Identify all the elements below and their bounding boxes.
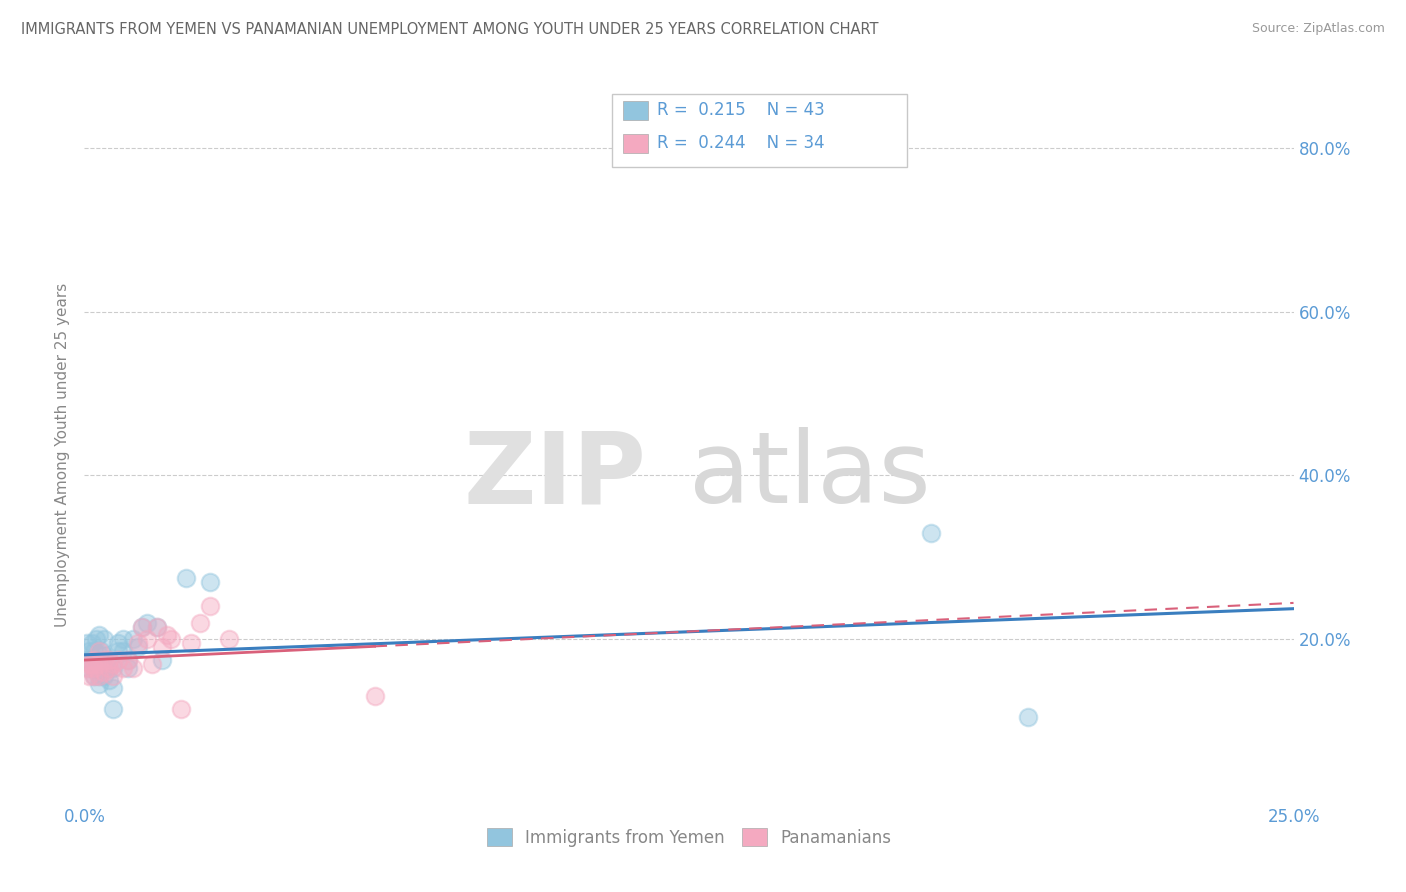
- Point: [155, 628, 177, 642]
- Point: [83, 652, 105, 666]
- Point: [83, 644, 105, 658]
- Text: ZIP: ZIP: [464, 427, 647, 524]
- Point: [93, 661, 115, 675]
- Point: [107, 636, 129, 650]
- Point: [93, 632, 115, 646]
- Point: [87, 677, 110, 691]
- Legend: Immigrants from Yemen, Panamanians: Immigrants from Yemen, Panamanians: [486, 829, 891, 847]
- Point: [80, 636, 103, 650]
- Point: [136, 615, 159, 630]
- Point: [198, 574, 221, 589]
- Point: [160, 632, 183, 646]
- Point: [83, 652, 105, 666]
- Point: [93, 669, 115, 683]
- Point: [83, 669, 105, 683]
- Point: [112, 644, 135, 658]
- Point: [112, 661, 135, 675]
- Point: [97, 661, 120, 675]
- Point: [131, 620, 153, 634]
- Point: [77, 644, 100, 658]
- Y-axis label: Unemployment Among Youth under 25 years: Unemployment Among Youth under 25 years: [55, 283, 70, 627]
- Point: [97, 652, 120, 666]
- Point: [87, 657, 110, 671]
- Text: Source: ZipAtlas.com: Source: ZipAtlas.com: [1251, 22, 1385, 36]
- Point: [174, 571, 197, 585]
- Point: [87, 628, 110, 642]
- Text: R =  0.244    N = 34: R = 0.244 N = 34: [657, 134, 824, 152]
- Point: [97, 652, 120, 666]
- Point: [87, 669, 110, 683]
- Point: [76, 636, 98, 650]
- Point: [77, 652, 100, 666]
- Point: [87, 648, 110, 663]
- Point: [150, 640, 173, 655]
- Point: [93, 652, 115, 666]
- Text: atlas: atlas: [689, 427, 931, 524]
- Point: [1017, 710, 1039, 724]
- Point: [103, 669, 125, 683]
- Point: [127, 636, 149, 650]
- Point: [136, 632, 159, 646]
- Point: [121, 632, 143, 646]
- Point: [93, 648, 115, 663]
- Point: [127, 640, 149, 655]
- Point: [83, 661, 105, 675]
- Point: [121, 661, 143, 675]
- Point: [190, 615, 212, 630]
- Point: [87, 669, 110, 683]
- Text: IMMIGRANTS FROM YEMEN VS PANAMANIAN UNEMPLOYMENT AMONG YOUTH UNDER 25 YEARS CORR: IMMIGRANTS FROM YEMEN VS PANAMANIAN UNEM…: [21, 22, 879, 37]
- Point: [103, 681, 125, 696]
- Text: R =  0.215    N = 43: R = 0.215 N = 43: [657, 101, 824, 119]
- Point: [83, 669, 105, 683]
- Point: [76, 661, 98, 675]
- Point: [112, 632, 135, 646]
- Point: [77, 669, 100, 683]
- Point: [141, 657, 163, 671]
- Point: [920, 525, 942, 540]
- Point: [97, 673, 120, 687]
- Point: [77, 657, 100, 671]
- Point: [77, 652, 100, 666]
- Point: [87, 661, 110, 675]
- Point: [90, 644, 112, 658]
- Point: [103, 657, 125, 671]
- Point: [86, 632, 108, 646]
- Point: [107, 644, 129, 658]
- Point: [170, 701, 193, 715]
- Point: [80, 657, 103, 671]
- Point: [117, 661, 139, 675]
- Point: [97, 661, 120, 675]
- Point: [131, 620, 153, 634]
- Point: [146, 620, 169, 634]
- Point: [180, 636, 202, 650]
- Point: [150, 652, 173, 666]
- Point: [117, 652, 139, 666]
- Point: [93, 665, 115, 679]
- Point: [117, 652, 139, 666]
- Point: [218, 632, 240, 646]
- Point: [77, 661, 100, 675]
- Point: [87, 644, 110, 658]
- Point: [83, 661, 105, 675]
- Point: [103, 701, 125, 715]
- Point: [198, 599, 221, 614]
- Point: [107, 652, 129, 666]
- Point: [146, 620, 169, 634]
- Point: [103, 661, 125, 675]
- Point: [363, 690, 385, 704]
